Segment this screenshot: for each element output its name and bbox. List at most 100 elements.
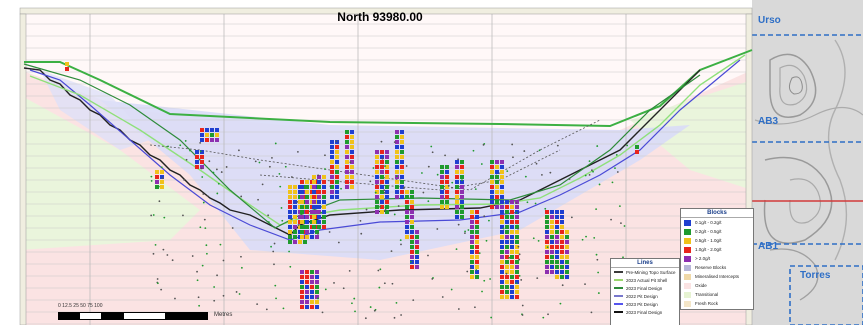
grade-block	[345, 155, 349, 159]
grade-block	[200, 160, 204, 164]
drill-sample-dot	[349, 161, 352, 164]
grade-block	[555, 265, 559, 269]
drill-sample-dot	[615, 154, 618, 156]
grade-block	[385, 210, 389, 214]
drill-sample-dot	[156, 282, 159, 285]
grade-block	[330, 175, 334, 179]
grade-block	[335, 155, 339, 159]
drill-sample-dot	[614, 167, 616, 170]
grade-block	[495, 175, 499, 179]
grade-block	[400, 195, 404, 199]
grade-block	[400, 190, 404, 194]
grade-block	[305, 290, 309, 294]
grade-block	[322, 215, 326, 219]
zone-label-ab3: AB3	[758, 116, 779, 127]
grade-block	[550, 265, 554, 269]
grade-block	[410, 225, 414, 229]
grade-block	[375, 210, 379, 214]
drill-sample-dot	[205, 252, 208, 255]
grade-block	[315, 270, 319, 274]
legend-blocks: Blocks 0.1g/t - 0.2g/t 0.2g/t - 0.5g/t 0.5…	[680, 208, 754, 310]
drill-sample-dot	[328, 231, 331, 233]
grade-block	[510, 230, 514, 234]
drill-sample-dot	[517, 227, 519, 230]
grade-block	[395, 195, 399, 199]
drill-sample-dot	[584, 283, 586, 286]
drill-sample-dot	[204, 227, 207, 230]
drill-sample-dot	[518, 274, 521, 277]
drill-sample-dot	[436, 228, 439, 230]
drill-sample-dot	[296, 201, 299, 203]
drill-sample-dot	[480, 163, 483, 165]
grade-block	[555, 270, 559, 274]
grade-block	[515, 200, 519, 204]
grade-block	[310, 285, 314, 289]
legend-line-swatch	[614, 303, 623, 305]
grade-block	[322, 185, 326, 189]
drill-sample-dot	[489, 278, 492, 280]
grade-block	[515, 215, 519, 219]
drill-sample-dot	[163, 216, 166, 219]
drill-sample-dot	[474, 188, 477, 191]
grade-block	[505, 240, 509, 244]
grade-block	[500, 240, 504, 244]
grade-block	[475, 260, 479, 264]
grade-block	[550, 260, 554, 264]
grade-block	[160, 170, 164, 174]
drill-sample-dot	[166, 254, 169, 256]
grade-block	[410, 215, 414, 219]
drill-sample-dot	[317, 174, 319, 177]
grade-block	[510, 215, 514, 219]
drill-sample-dot	[390, 250, 393, 253]
grade-block	[300, 225, 304, 229]
grade-block	[322, 225, 326, 229]
grade-block	[635, 150, 639, 154]
grade-block	[305, 280, 309, 284]
legend-line-swatch	[614, 311, 623, 313]
grade-block	[380, 205, 384, 209]
grade-block	[315, 280, 319, 284]
grade-block	[495, 165, 499, 169]
grade-block	[335, 145, 339, 149]
grade-block	[455, 205, 459, 209]
drill-sample-dot	[152, 252, 155, 255]
grade-block	[560, 265, 564, 269]
legend-label: 0.2g/t - 0.5g/t	[695, 229, 722, 234]
grade-block	[510, 220, 514, 224]
grade-block	[550, 230, 554, 234]
zone-label-ab1: AB1	[758, 241, 779, 252]
drill-sample-dot	[281, 219, 284, 222]
drill-sample-dot	[466, 270, 469, 273]
grade-block	[505, 210, 509, 214]
drill-sample-dot	[515, 211, 518, 214]
grade-block	[545, 250, 549, 254]
drill-sample-dot	[257, 198, 259, 201]
dotted-bench-2	[259, 149, 561, 191]
grade-block	[415, 235, 419, 239]
grade-block	[545, 225, 549, 229]
grade-block	[510, 295, 514, 299]
grade-block	[405, 210, 409, 214]
grade-block	[305, 230, 309, 234]
grade-block	[195, 155, 199, 159]
zone-label-torres: Torres	[800, 270, 831, 281]
grade-block	[395, 165, 399, 169]
grade-block	[505, 260, 509, 264]
grade-block	[345, 170, 349, 174]
grade-block	[350, 155, 354, 159]
grade-block	[305, 215, 309, 219]
grade-block	[400, 165, 404, 169]
drill-sample-dot	[379, 268, 382, 271]
grade-block	[315, 290, 319, 294]
grade-block	[515, 230, 519, 234]
grade-block	[505, 280, 509, 284]
legend-lines-item: Pre-Mining Topo Surface	[611, 268, 679, 276]
grade-block	[555, 240, 559, 244]
drill-sample-dot	[324, 288, 327, 291]
grade-block	[565, 260, 569, 264]
grade-block	[405, 225, 409, 229]
grade-block	[505, 235, 509, 239]
pit-design-2023	[29, 59, 741, 241]
grade-block	[515, 210, 519, 214]
grade-block	[310, 305, 314, 309]
